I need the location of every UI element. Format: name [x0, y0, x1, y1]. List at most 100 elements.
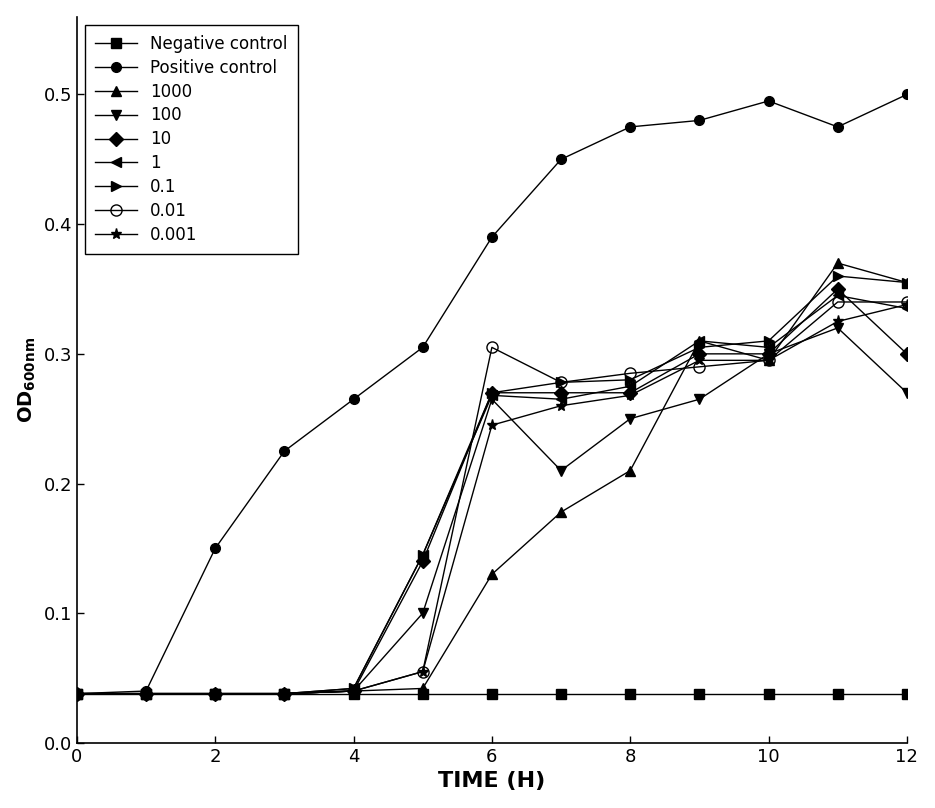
10 [625, 388, 636, 398]
100 [694, 394, 705, 404]
Line: Negative control: Negative control [72, 688, 912, 698]
0.1 [71, 688, 82, 698]
1 [417, 550, 428, 560]
Positive control [279, 446, 290, 456]
0.001 [763, 356, 774, 365]
1 [832, 291, 843, 301]
0.1 [763, 336, 774, 346]
0.001 [140, 688, 151, 698]
Negative control [555, 688, 567, 698]
Positive control [832, 122, 843, 132]
0.01 [71, 688, 82, 698]
100 [209, 688, 221, 698]
1000 [486, 570, 497, 579]
0.01 [694, 362, 705, 372]
Positive control [694, 116, 705, 125]
100 [140, 688, 151, 698]
1 [763, 343, 774, 352]
0.001 [486, 420, 497, 430]
0.1 [901, 278, 913, 288]
1000 [832, 259, 843, 268]
Negative control [209, 688, 221, 698]
0.1 [279, 688, 290, 698]
0.1 [140, 688, 151, 698]
Positive control [140, 686, 151, 696]
100 [555, 465, 567, 475]
0.001 [901, 300, 913, 309]
0.01 [901, 297, 913, 307]
1000 [279, 688, 290, 698]
1000 [763, 356, 774, 365]
0.1 [555, 377, 567, 387]
Line: 0.001: 0.001 [71, 299, 913, 699]
0.1 [348, 684, 359, 693]
0.1 [832, 271, 843, 281]
Line: 0.1: 0.1 [72, 271, 912, 698]
Y-axis label: OD$_\mathregular{600nm}$: OD$_\mathregular{600nm}$ [17, 337, 38, 423]
0.001 [417, 667, 428, 676]
Negative control [348, 688, 359, 698]
Line: 10: 10 [72, 284, 912, 698]
0.001 [625, 390, 636, 400]
0.1 [417, 550, 428, 560]
0.01 [348, 686, 359, 696]
Negative control [279, 688, 290, 698]
0.01 [140, 688, 151, 698]
10 [417, 557, 428, 566]
1000 [694, 336, 705, 346]
Negative control [140, 688, 151, 698]
Positive control [71, 688, 82, 698]
10 [140, 688, 151, 698]
1 [348, 684, 359, 693]
10 [694, 349, 705, 359]
100 [832, 323, 843, 333]
1000 [71, 688, 82, 698]
Negative control [694, 688, 705, 698]
1 [901, 304, 913, 314]
Positive control [486, 232, 497, 242]
1000 [417, 684, 428, 693]
0.01 [209, 688, 221, 698]
1 [694, 336, 705, 346]
Positive control [763, 96, 774, 106]
1 [140, 688, 151, 698]
0.01 [763, 356, 774, 365]
0.01 [625, 368, 636, 378]
0.001 [71, 688, 82, 698]
0.1 [486, 388, 497, 398]
100 [763, 349, 774, 359]
1000 [209, 688, 221, 698]
0.01 [555, 377, 567, 387]
100 [625, 414, 636, 423]
Positive control [417, 343, 428, 352]
1 [209, 688, 221, 698]
X-axis label: TIME (H): TIME (H) [439, 772, 545, 791]
100 [71, 688, 82, 698]
1000 [625, 465, 636, 475]
Line: 1000: 1000 [72, 259, 912, 698]
Line: 0.01: 0.01 [71, 297, 913, 699]
Line: Positive control: Positive control [72, 90, 912, 698]
10 [832, 284, 843, 294]
10 [348, 686, 359, 696]
Negative control [625, 688, 636, 698]
0.001 [832, 317, 843, 326]
0.001 [209, 688, 221, 698]
Line: 1: 1 [72, 291, 912, 698]
100 [348, 686, 359, 696]
Positive control [555, 154, 567, 164]
1 [486, 390, 497, 400]
0.01 [417, 667, 428, 676]
100 [901, 388, 913, 398]
1000 [348, 686, 359, 696]
10 [71, 688, 82, 698]
10 [555, 388, 567, 398]
Positive control [209, 544, 221, 553]
Line: 100: 100 [72, 323, 912, 698]
0.1 [694, 343, 705, 352]
0.001 [279, 688, 290, 698]
Negative control [486, 688, 497, 698]
Negative control [71, 688, 82, 698]
1 [625, 381, 636, 391]
1 [279, 688, 290, 698]
